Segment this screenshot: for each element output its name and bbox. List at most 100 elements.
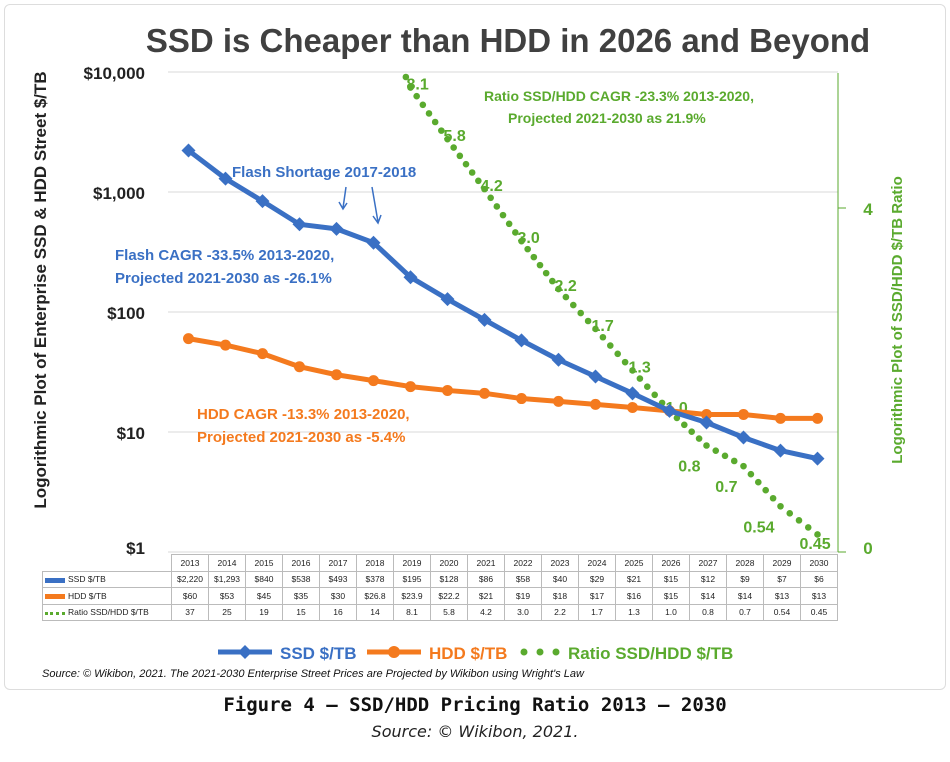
value-cell: $840	[245, 570, 283, 588]
ratio-data-label: 8.1	[407, 77, 429, 94]
legend-hdd-marker	[388, 646, 400, 658]
value-cell: 19	[245, 603, 283, 621]
ratio-data-label: 3.0	[518, 230, 540, 247]
table-corner	[43, 555, 172, 572]
ratio-dot	[786, 510, 794, 517]
ratio-dot	[562, 293, 570, 301]
value-cell: 5.8	[430, 603, 468, 621]
ratio-dot	[419, 101, 427, 109]
ssd-point	[403, 270, 418, 285]
value-cell: 25	[208, 603, 246, 621]
value-cell: $14	[689, 587, 727, 605]
value-cell: $19	[504, 587, 542, 605]
value-cell: $6	[800, 570, 838, 588]
ratio-dot	[795, 517, 803, 524]
ratio-dot	[549, 277, 556, 285]
value-cell: $86	[467, 570, 505, 588]
legend-hdd: HDD $/TB	[429, 644, 507, 663]
value-cell: $14	[726, 587, 764, 605]
y-tick-label: $10,000	[84, 64, 145, 83]
value-cell: $29	[578, 570, 616, 588]
legend-ratio-dot	[552, 648, 560, 656]
year-cell: 2024	[578, 554, 616, 572]
ratio-data-label: 1.7	[592, 318, 614, 335]
year-cell: 2015	[245, 554, 283, 572]
ratio-dot	[747, 470, 755, 478]
hdd-point	[405, 381, 416, 393]
hdd-point	[516, 393, 527, 405]
value-cell: 0.54	[763, 603, 801, 621]
source-note: Source: © Wikibon, 2021. The 2021-2030 E…	[42, 668, 584, 680]
annotation-hdd-cagr: HDD CAGR -13.3% 2013-2020,	[197, 406, 410, 423]
ssd-point	[773, 443, 788, 458]
ratio-dot	[475, 177, 482, 185]
value-cell: 1.7	[578, 603, 616, 621]
annotation-flash-cagr: Flash CAGR -33.5% 2013-2020,	[115, 247, 334, 264]
shortage-arrow-2017	[338, 186, 348, 211]
ratio-dot	[614, 350, 621, 358]
hdd-point	[257, 348, 268, 360]
value-cell: 0.8	[689, 603, 727, 621]
ratio-dot	[542, 269, 550, 277]
value-cell: $21	[467, 587, 505, 605]
y2-tick-label: 0	[863, 539, 872, 558]
year-cell: 2017	[319, 554, 357, 572]
ratio-dot	[512, 229, 519, 236]
ratio-dot	[762, 486, 769, 494]
marks: 8.15.84.23.02.21.71.31.00.80.70.540.45	[181, 0, 831, 553]
year-cell: 2030	[800, 554, 838, 572]
ratio-dot	[413, 92, 420, 100]
ratio-dot	[769, 494, 777, 502]
ratio-dot	[402, 73, 410, 81]
series-label: SSD $/TB	[68, 574, 106, 585]
ratio-dot	[570, 301, 577, 309]
year-cell: 2019	[393, 554, 431, 572]
value-cell: $13	[763, 587, 801, 605]
ratio-data-label: 2.2	[555, 278, 577, 295]
year-cell: 2027	[689, 554, 727, 572]
legend-ratio-dot	[520, 648, 528, 656]
value-cell: $21	[615, 570, 653, 588]
value-cell: $12	[689, 570, 727, 588]
table-header-row: 2013 2014 2015 2016 2017 2018 2019 2020 2021 2022…	[43, 554, 838, 572]
annotation-ratio-projected: Projected 2021-2030 as 21.9%	[508, 110, 706, 126]
ratio-dot	[688, 428, 695, 435]
hdd-line	[188, 336, 818, 421]
ssd-point	[255, 194, 270, 209]
y-tick-label: $100	[107, 304, 145, 323]
year-cell: 2016	[282, 554, 320, 572]
ratio-dot	[621, 358, 629, 366]
chart-title: SSD is Cheaper than HDD in 2026 and Beyo…	[146, 22, 870, 59]
year-cell: 2013	[171, 554, 209, 572]
ssd-point	[662, 403, 677, 418]
year-cell: 2022	[504, 554, 542, 572]
year-cell: 2023	[541, 554, 579, 572]
ssd-point	[699, 415, 714, 430]
value-cell: $9	[726, 570, 764, 588]
y-tick-label: $1,000	[93, 184, 145, 203]
value-cell: $7	[763, 570, 801, 588]
ssd-point	[329, 221, 344, 236]
ratio-dot	[425, 110, 433, 117]
hdd-point	[183, 333, 194, 345]
ratio-data-label: 0.8	[678, 458, 700, 475]
hdd-point	[331, 369, 342, 381]
ratio-dot	[636, 375, 644, 382]
y-tick-label: $10	[117, 424, 145, 443]
legend-ssd: SSD $/TB	[280, 644, 357, 663]
ratio-dot	[814, 531, 821, 538]
ratio-dot	[629, 367, 636, 374]
hdd-point	[220, 339, 231, 351]
legend-ssd-marker	[238, 645, 252, 659]
value-cell: 4.2	[467, 603, 505, 621]
chart-frame	[4, 4, 946, 690]
ratio-dot	[370, 0, 377, 6]
ssd-point	[588, 369, 603, 384]
value-cell: $17	[578, 587, 616, 605]
ratio-dot	[518, 237, 525, 245]
ratio-dot	[536, 261, 544, 269]
ratio-dot	[730, 457, 738, 465]
ssd-point	[366, 235, 381, 250]
value-cell: 1.3	[615, 603, 653, 621]
ratio-dot	[703, 442, 710, 449]
